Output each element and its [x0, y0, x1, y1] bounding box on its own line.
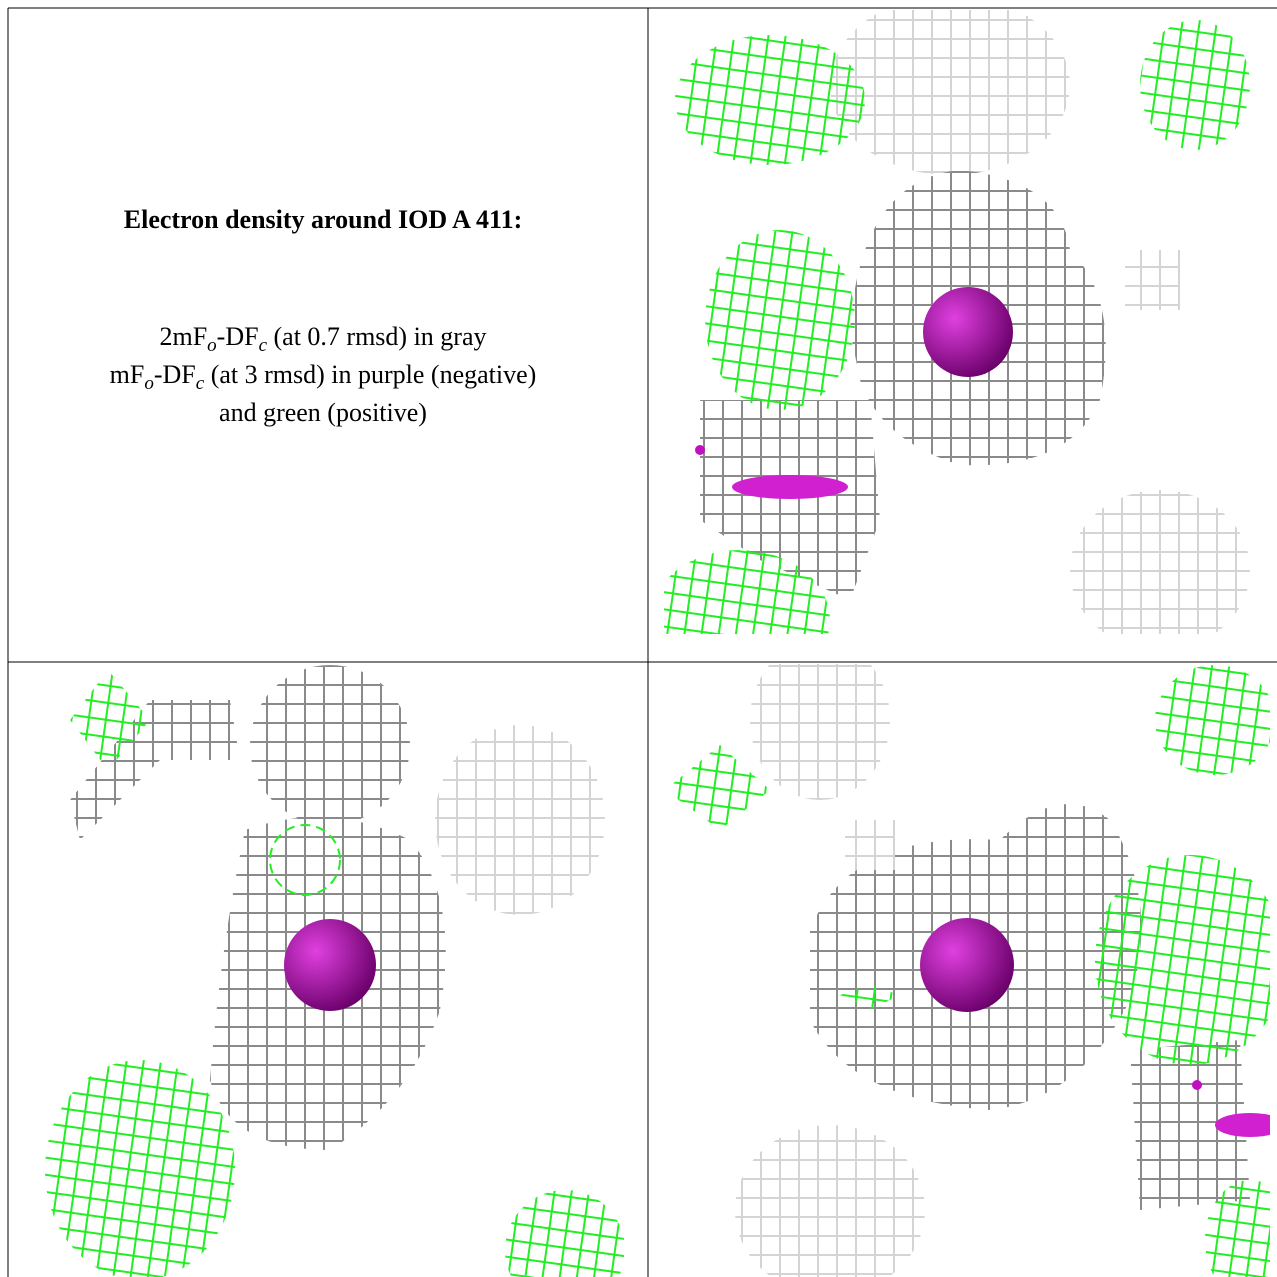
subscript: o: [207, 335, 217, 356]
legend-line: 2mFo-DFc (at 0.7 rmsd) in gray: [159, 322, 486, 356]
text-run: mF: [110, 360, 145, 389]
text-run: (at 0.7 rmsd) in gray: [267, 322, 487, 351]
text-run: 2mF: [159, 322, 207, 351]
text-panel: Electron density around IOD A 411: 2mFo-…: [110, 205, 537, 427]
table-frame: [7, 7, 1277, 1277]
legend-line: mFo-DFc (at 3 rmsd) in purple (negative): [110, 360, 537, 394]
density-view-3: [665, 664, 1270, 1277]
legend-line: and green (positive): [219, 398, 427, 427]
text-run: (at 3 rmsd) in purple (negative): [204, 360, 536, 389]
text-run: -DF: [154, 360, 196, 389]
panel-title: Electron density around IOD A 411:: [124, 205, 523, 234]
subscript: c: [259, 335, 268, 356]
text-run: -DF: [217, 322, 259, 351]
density-view-2: [45, 665, 624, 1277]
text-run: and green (positive): [219, 398, 427, 427]
subscript: o: [144, 373, 154, 394]
subscript: c: [196, 373, 205, 394]
density-view-1: [664, 10, 1250, 634]
